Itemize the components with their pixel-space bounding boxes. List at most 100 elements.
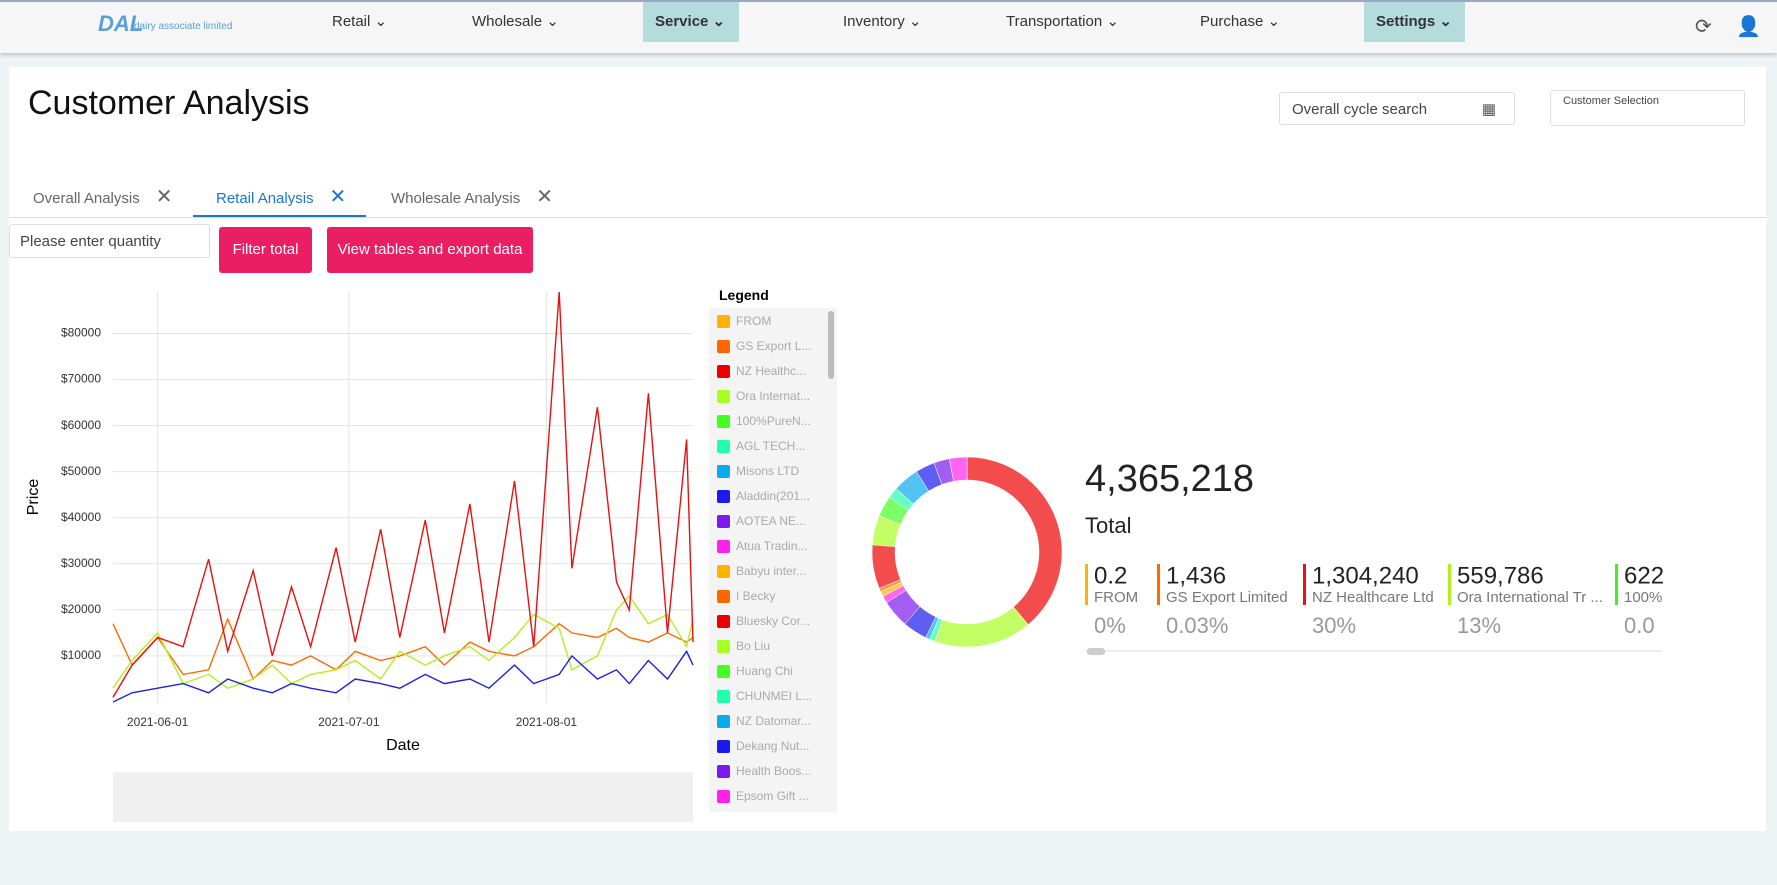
legend-entry: Babyu inter... (736, 564, 806, 578)
line-series (112, 617, 694, 681)
legend-swatch (717, 590, 730, 603)
legend-entry: AGL TECH... (736, 439, 805, 453)
legend-entry: Dekang Nut... (736, 739, 809, 753)
nav-label: Transportation (1006, 13, 1103, 30)
kpi-name: FROM (1094, 589, 1138, 606)
button-label: View tables and export data (337, 241, 523, 258)
nav-item[interactable]: Transportation ⌄ (1006, 13, 1119, 30)
kpi-share: 30% (1312, 613, 1356, 638)
legend-swatch (717, 315, 730, 328)
legend-entry: I Becky (736, 589, 775, 603)
legend-swatch (717, 340, 730, 353)
total-value: 4,365,218 (1085, 458, 1254, 500)
kpi-share: 0.03% (1166, 613, 1228, 638)
zoom-slider[interactable] (113, 772, 693, 822)
legend-title: Legend (719, 287, 769, 303)
line-series (112, 649, 694, 703)
nav-item[interactable]: Retail ⌄ (332, 13, 388, 30)
refresh-icon[interactable]: ⟳ (1695, 16, 1712, 38)
kpi-value: 1,304,240 (1312, 562, 1419, 589)
nav-label: Service (655, 13, 709, 30)
customer-select[interactable]: Customer Selection (1550, 90, 1745, 126)
legend-swatch (717, 490, 730, 503)
nav-label: Retail (332, 13, 371, 30)
legend-entry: Health Boos... (736, 764, 811, 778)
kpi-value: 0.2 (1094, 562, 1127, 589)
nav-item[interactable]: Wholesale ⌄ (472, 13, 559, 30)
legend-swatch (717, 365, 730, 378)
legend-swatch (717, 515, 730, 528)
cycle-search[interactable]: Overall cycle search ▦ (1279, 92, 1515, 125)
legend-swatch (717, 790, 730, 803)
legend-entry: Ora Internat... (736, 389, 810, 403)
legend-swatch (717, 765, 730, 778)
legend-entry: Bo Liu (736, 639, 770, 653)
legend-swatch (717, 415, 730, 428)
y-tick-label: $80000 (61, 326, 101, 340)
legend-entry: Aladdin(201... (736, 489, 810, 503)
tab-label: Wholesale Analysis (391, 190, 521, 207)
nav-label: Wholesale (472, 13, 543, 30)
legend-entry: Bluesky Cor... (736, 614, 810, 628)
filter-button[interactable]: Filter total (219, 227, 312, 273)
y-tick-label: $10000 (61, 648, 101, 662)
kpi-bar (1303, 564, 1306, 605)
kpi-share: 0.0 (1624, 613, 1655, 638)
legend-entry: 100%PureN... (736, 414, 811, 428)
nav-item[interactable]: Settings ⌄ (1364, 2, 1465, 42)
kpi-scroll-thumb[interactable] (1087, 648, 1105, 655)
legend-swatch (717, 615, 730, 628)
legend-swatch (717, 540, 730, 553)
placeholder: Please enter quantity (20, 233, 161, 250)
logo[interactable]: DAL (98, 11, 144, 36)
total-label: Total (1085, 513, 1131, 538)
y-tick-label: $30000 (61, 556, 101, 570)
y-tick-label: $20000 (61, 602, 101, 616)
x-tick-label: 2021-07-01 (318, 715, 380, 729)
legend-entry: AOTEA NE... (736, 514, 806, 528)
legend-panel (709, 308, 837, 812)
x-axis-label: Date (386, 737, 420, 754)
y-tick-label: $50000 (61, 464, 101, 478)
legend-swatch (717, 390, 730, 403)
nav-item[interactable]: Service ⌄ (643, 2, 739, 42)
nav-item[interactable]: Purchase ⌄ (1200, 13, 1281, 30)
kpi-bar (1085, 564, 1088, 605)
x-tick-label: 2021-08-01 (516, 715, 578, 729)
label: Customer Selection (1563, 95, 1659, 107)
kpi-bar (1448, 564, 1451, 605)
kpi-value: 1,436 (1166, 562, 1226, 589)
donut-slice (949, 456, 968, 482)
tab-indicator (193, 215, 366, 217)
nav-item[interactable]: Inventory ⌄ (843, 13, 922, 30)
user-icon[interactable]: 👤 (1736, 16, 1761, 38)
kpi-name: NZ Healthcare Ltd (1312, 589, 1434, 606)
kpi-value: 559,786 (1457, 562, 1544, 589)
kpi-bar (1615, 564, 1618, 605)
kpi-name: 100% (1624, 589, 1662, 606)
donut-slice (934, 606, 1029, 648)
legend-entry: GS Export L... (736, 339, 811, 353)
legend-scrollbar[interactable] (828, 311, 834, 379)
y-axis-label: Price (25, 479, 42, 516)
tab[interactable]: Overall Analysis ✕ (33, 186, 173, 208)
legend-entry: Huang Chi (736, 664, 793, 678)
logo-sub: dairy associate limited (134, 21, 233, 32)
legend-entry: CHUNMEI L... (736, 689, 812, 703)
legend-entry: Atua Tradin... (736, 539, 807, 553)
nav-label: Purchase (1200, 13, 1264, 30)
card (9, 67, 1766, 831)
tab[interactable]: Wholesale Analysis ✕ (391, 186, 553, 208)
export-button[interactable]: View tables and export data (327, 227, 533, 273)
quantity-input[interactable]: Please enter quantity (9, 224, 210, 258)
nav-label: Settings (1376, 13, 1436, 30)
legend-entry: FROM (736, 314, 771, 328)
kpi-bar (1157, 564, 1160, 605)
kpi-name: GS Export Limited (1166, 589, 1288, 606)
tab[interactable]: Retail Analysis ✕ (216, 186, 347, 208)
y-tick-label: $70000 (61, 372, 101, 386)
line-series (112, 291, 694, 698)
legend-entry: Misons LTD (736, 464, 799, 478)
